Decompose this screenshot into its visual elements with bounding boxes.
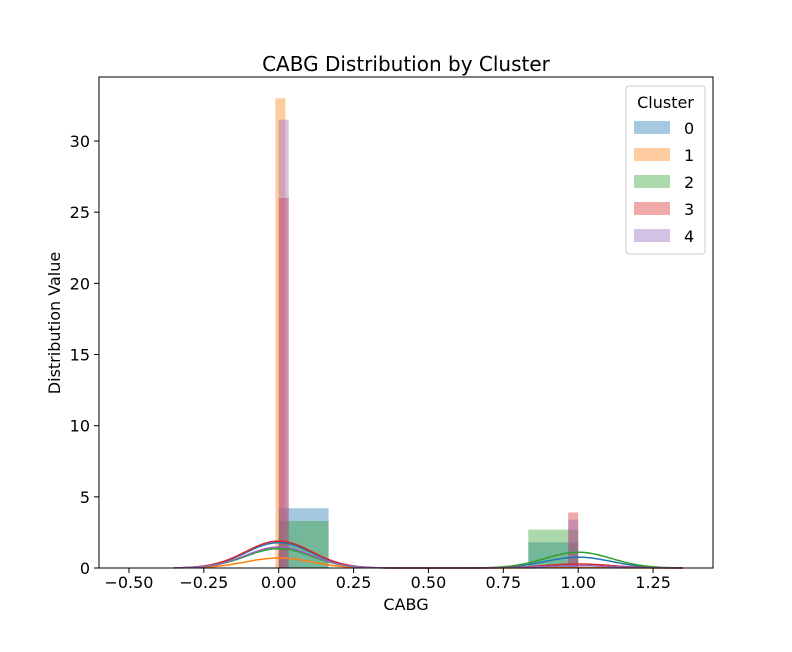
legend-label-3: 3	[684, 200, 694, 219]
x-tick-label: 0.75	[486, 573, 522, 592]
x-tick-label: −0.25	[179, 573, 228, 592]
legend-swatch-1	[634, 148, 670, 161]
legend-label-0: 0	[684, 119, 694, 138]
y-axis-label: Distribution Value	[45, 252, 64, 394]
chart-title: CABG Distribution by Cluster	[262, 52, 551, 76]
legend-box	[625, 85, 706, 255]
legend-label-1: 1	[684, 146, 694, 165]
y-tick-label: 10	[70, 417, 90, 436]
plot-area	[173, 98, 683, 569]
x-tick-label: 1.25	[635, 573, 671, 592]
axes-frame	[98, 76, 714, 569]
x-axis-label: CABG	[383, 595, 428, 614]
y-tick-label: 0	[80, 559, 90, 578]
legend-label-4: 4	[684, 227, 694, 246]
y-tick-label: 25	[70, 203, 90, 222]
legend-swatch-3	[634, 202, 670, 215]
x-tick-label: 0.25	[336, 573, 372, 592]
bar-cluster-3-0	[278, 198, 289, 568]
x-tick-label: −0.50	[104, 573, 153, 592]
x-tick-label: 0.50	[411, 573, 447, 592]
legend-title: Cluster	[637, 93, 694, 112]
legend-swatch-0	[634, 121, 670, 134]
axes: −0.50 −0.25 0.00 0.25 0.50 0.75 1.00 1.25051015…	[70, 76, 714, 592]
legend: Cluster 0 1 2 3 4	[625, 85, 706, 255]
legend-swatch-2	[634, 175, 670, 188]
legend-swatch-4	[634, 229, 670, 242]
legend-label-2: 2	[684, 173, 694, 192]
x-tick-label: 1.00	[560, 573, 596, 592]
bar-cluster-4-1	[568, 519, 579, 568]
bar-cluster-1-0	[275, 98, 286, 569]
y-tick-label: 20	[70, 274, 90, 293]
y-tick-label: 30	[70, 132, 90, 151]
y-tick-label: 5	[80, 488, 90, 507]
y-tick-label: 15	[70, 346, 90, 365]
bar-cluster-4-0	[278, 119, 289, 568]
bar-cluster-3-1	[568, 512, 579, 568]
x-tick-label: 0.00	[261, 573, 297, 592]
